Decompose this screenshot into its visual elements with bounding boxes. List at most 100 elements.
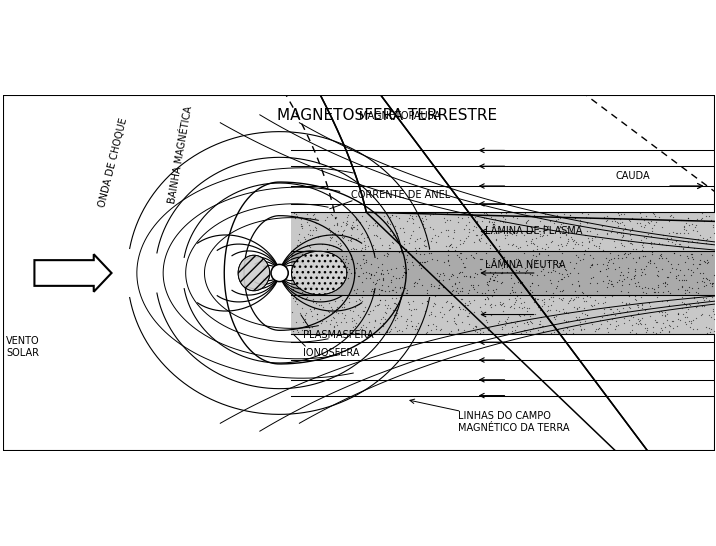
Point xyxy=(578,325,589,334)
Point xyxy=(483,324,495,333)
Point xyxy=(576,209,588,217)
Point xyxy=(377,319,388,328)
Point xyxy=(609,217,621,225)
Point xyxy=(692,289,704,298)
Point xyxy=(490,301,501,310)
Point xyxy=(338,234,349,242)
Point xyxy=(640,234,652,242)
Point xyxy=(584,227,596,235)
Point xyxy=(551,210,563,219)
Point xyxy=(568,294,579,303)
Point xyxy=(426,255,437,264)
Point xyxy=(499,234,511,242)
Point xyxy=(382,282,394,290)
Point xyxy=(623,263,634,272)
Point xyxy=(546,226,558,235)
Point xyxy=(566,280,578,288)
Point xyxy=(697,274,708,283)
Point xyxy=(705,233,716,241)
Point xyxy=(559,264,571,273)
Point xyxy=(602,279,614,288)
Point xyxy=(447,271,458,280)
Point xyxy=(604,248,615,257)
Point xyxy=(421,296,432,305)
Point xyxy=(356,212,367,221)
Point xyxy=(521,307,533,316)
Text: PLASMASFERA: PLASMASFERA xyxy=(304,330,374,340)
Point xyxy=(291,317,302,326)
Point xyxy=(618,313,629,322)
Point xyxy=(413,212,425,221)
Point xyxy=(549,314,561,323)
Point xyxy=(432,256,443,264)
Point xyxy=(708,314,716,323)
Point xyxy=(406,311,417,319)
Point xyxy=(313,301,324,310)
Point xyxy=(442,245,454,254)
Point xyxy=(372,232,383,241)
Point xyxy=(463,308,475,317)
Point xyxy=(367,306,379,314)
Point xyxy=(379,301,391,310)
Point xyxy=(707,250,716,259)
Point xyxy=(456,287,468,295)
Point xyxy=(698,302,710,311)
Point xyxy=(589,241,600,250)
Point xyxy=(584,293,595,302)
Point xyxy=(419,258,430,266)
Point xyxy=(453,326,464,335)
Point xyxy=(332,219,343,228)
Point xyxy=(505,273,517,282)
Point xyxy=(381,328,392,336)
Point xyxy=(525,260,536,269)
Point xyxy=(475,231,487,240)
Point xyxy=(577,289,589,298)
Point xyxy=(309,304,320,313)
Point xyxy=(648,239,659,247)
Point xyxy=(560,328,571,337)
Point xyxy=(701,275,712,283)
Point xyxy=(692,214,703,223)
Point xyxy=(640,305,652,314)
Point xyxy=(316,317,328,326)
Point xyxy=(548,312,560,321)
Point xyxy=(448,226,460,235)
Point xyxy=(606,314,618,323)
Point xyxy=(534,229,546,238)
Point xyxy=(494,228,505,236)
Point xyxy=(375,270,387,278)
Point xyxy=(510,294,521,303)
Point xyxy=(461,301,473,310)
Point xyxy=(622,287,634,296)
Point xyxy=(518,319,529,328)
Point xyxy=(389,306,400,315)
Point xyxy=(460,233,471,242)
Point xyxy=(445,298,457,307)
Point xyxy=(352,234,364,242)
Point xyxy=(450,246,461,254)
Point xyxy=(352,272,364,281)
Point xyxy=(435,270,446,278)
Point xyxy=(613,228,624,236)
Point xyxy=(382,250,394,258)
Point xyxy=(377,321,389,330)
Point xyxy=(299,235,310,244)
Text: IONOSFERA: IONOSFERA xyxy=(304,348,360,358)
Point xyxy=(692,238,703,247)
Point xyxy=(547,288,558,297)
Point xyxy=(500,260,511,269)
Point xyxy=(581,292,592,301)
Point xyxy=(557,218,569,227)
Point xyxy=(430,238,441,247)
Point xyxy=(291,294,302,303)
Point xyxy=(572,269,584,277)
Point xyxy=(581,296,592,305)
Point xyxy=(396,312,407,321)
Point xyxy=(384,227,396,235)
Point xyxy=(498,298,509,307)
Point xyxy=(561,317,572,325)
Point xyxy=(342,213,353,222)
Point xyxy=(374,296,386,305)
Point xyxy=(548,264,559,273)
Point xyxy=(373,289,384,298)
